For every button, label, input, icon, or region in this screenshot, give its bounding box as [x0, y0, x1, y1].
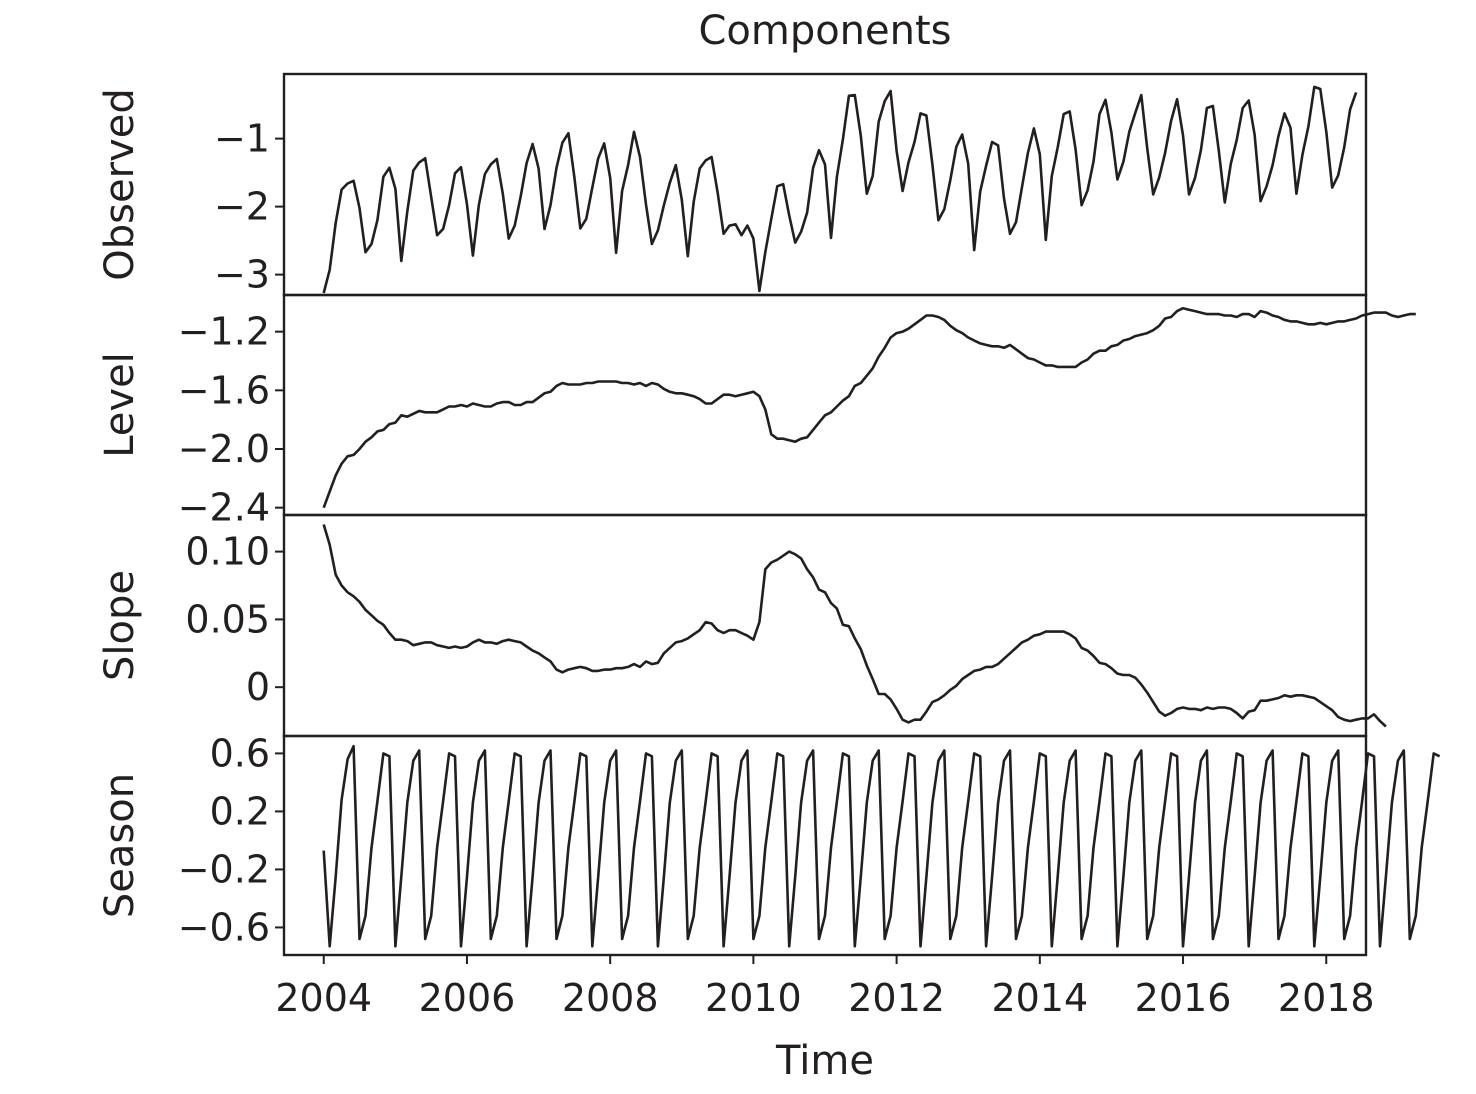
panel-frame	[282, 72, 1368, 297]
y-tick-label: −1.2	[178, 310, 270, 354]
chart-title: Components	[698, 8, 951, 54]
y-tick-label: 0.10	[185, 530, 270, 574]
panels-group: Observed −1−2−3Level−1.2−1.6−2.0−2.4Slope…	[97, 72, 1441, 957]
x-tick-label: 2004	[275, 976, 372, 1020]
panel-frame	[282, 513, 1368, 738]
y-tick-label: 0.6	[210, 731, 270, 775]
panel-label: Season	[97, 773, 143, 918]
y-tick-label: −2.4	[178, 486, 270, 530]
y-tick-label: −1.6	[178, 368, 270, 412]
y-tick-label: −0.6	[178, 905, 270, 949]
x-tick-label: 2018	[1278, 976, 1375, 1020]
panel-label: Level	[97, 352, 143, 458]
y-tick-label: 0	[246, 665, 270, 709]
x-tick-label: 2008	[562, 976, 659, 1020]
y-tick-label: 0.2	[210, 789, 270, 833]
y-tick-label: −0.2	[178, 847, 270, 891]
panel-label: Observed	[97, 88, 143, 280]
series-line-level	[322, 306, 1416, 509]
series-line-slope	[322, 524, 1387, 728]
series-line-observed	[322, 85, 1358, 294]
x-tick-label: 2014	[991, 976, 1088, 1020]
panel-frame	[282, 293, 1368, 517]
series-line-season	[322, 744, 1441, 948]
panel-slope: Slope 0.10 0.05 0	[97, 513, 1387, 738]
y-tick-label: −2.0	[178, 427, 270, 471]
x-tick-label: 2016	[1135, 976, 1232, 1020]
x-ticks-group: 2004 2006 2008 2010 2012 2014 2016 2018	[275, 955, 1375, 1020]
y-tick-label: −3	[214, 253, 270, 297]
panel-observed: Observed −1 −2 −3	[97, 72, 1368, 297]
y-tick-label: −1	[214, 117, 270, 161]
y-tick-label: 0.05	[185, 597, 270, 641]
panel-label: Slope	[97, 570, 143, 681]
panel-level: Level −1.2 −1.6 −2.0 −2.4	[97, 293, 1416, 530]
x-axis-label: Time	[775, 1038, 874, 1084]
y-tick-label: −2	[214, 185, 270, 229]
x-tick-label: 2006	[419, 976, 516, 1020]
x-tick-label: 2010	[705, 976, 802, 1020]
panel-season: Season 0.6 0.2 −0.2 −0.6	[97, 731, 1441, 957]
panel-frame	[282, 734, 1368, 957]
x-tick-label: 2012	[848, 976, 945, 1020]
